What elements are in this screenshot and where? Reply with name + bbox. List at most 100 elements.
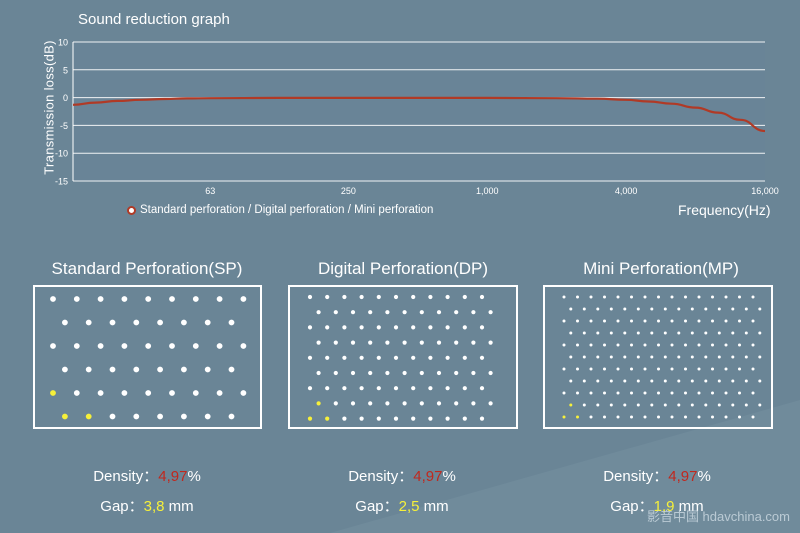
hole: [684, 415, 687, 419]
hole: [73, 343, 80, 349]
mp-gap-unit: mm: [674, 498, 704, 515]
hole: [569, 307, 573, 311]
hole: [758, 331, 762, 335]
hole: [711, 295, 714, 299]
hole: [603, 391, 606, 395]
hole: [385, 310, 390, 315]
hole: [562, 343, 566, 347]
hole: [596, 331, 600, 335]
hole: [670, 415, 674, 419]
hole: [488, 310, 493, 315]
hole: [690, 355, 694, 359]
sp-density-label: Density：: [93, 468, 159, 485]
dp-density: Density：4,97%: [277, 465, 527, 486]
hole: [623, 403, 627, 407]
hole: [419, 340, 424, 345]
hole: [121, 390, 128, 396]
sp-gap-value: 3,8: [143, 498, 165, 515]
hole: [589, 319, 593, 323]
hole: [690, 307, 694, 311]
hole: [307, 386, 313, 391]
hole: [576, 295, 579, 299]
hole: [307, 325, 313, 330]
plot-area: [73, 42, 765, 181]
hole: [738, 319, 741, 323]
hole: [376, 294, 381, 300]
hole: [576, 367, 579, 371]
hole: [428, 416, 433, 421]
highlighted-hole: [316, 401, 321, 406]
x-tick-label: 4,000: [615, 186, 638, 196]
hole: [50, 343, 56, 349]
hole: [582, 331, 586, 335]
y-tick-label: 10: [58, 38, 68, 48]
dp-density-unit: %: [442, 468, 456, 485]
hole: [436, 340, 442, 345]
hole: [393, 355, 399, 360]
hole: [216, 390, 223, 396]
hole: [677, 403, 681, 407]
hole: [376, 416, 381, 421]
hole: [228, 413, 235, 420]
hole: [488, 401, 493, 406]
hole: [697, 319, 701, 323]
hole: [663, 403, 667, 407]
hole: [471, 310, 476, 315]
hole: [582, 307, 586, 311]
hole: [411, 355, 416, 360]
dp-title: Digital Perforation(DP): [317, 259, 489, 278]
hole: [385, 401, 390, 406]
hole: [169, 296, 175, 302]
hole: [717, 307, 721, 311]
hole: [751, 319, 755, 323]
y-axis-label: Transmission loss(dB): [41, 40, 57, 175]
hole: [307, 294, 313, 300]
hole: [657, 343, 660, 347]
hole: [562, 367, 566, 371]
chart-legend: Standard perforation / Digital perforati…: [127, 204, 433, 216]
hole: [462, 416, 467, 421]
hole: [325, 386, 330, 391]
hole: [454, 310, 459, 315]
hole: [677, 331, 681, 335]
hole: [436, 370, 442, 376]
hole: [445, 386, 450, 391]
chart-title: Sound reduction graph: [78, 11, 230, 28]
hole: [121, 343, 128, 349]
hole: [657, 391, 660, 395]
hole: [471, 340, 476, 345]
x-axis-label: Frequency(Hz): [678, 202, 771, 218]
x-tick-label: 63: [205, 186, 215, 196]
hole: [589, 295, 593, 299]
hole: [157, 319, 163, 326]
hole: [133, 366, 140, 373]
hole: [350, 370, 356, 376]
hole: [731, 355, 735, 359]
hole: [609, 307, 613, 311]
hole: [109, 366, 116, 373]
hole: [325, 355, 330, 360]
hole: [471, 401, 476, 406]
hole: [690, 403, 694, 407]
hole: [479, 416, 485, 421]
hole: [603, 343, 606, 347]
hole: [569, 355, 573, 359]
hole: [697, 391, 701, 395]
sp-density-unit: %: [187, 468, 201, 485]
hole: [697, 343, 701, 347]
hole: [650, 307, 654, 311]
hole: [636, 403, 640, 407]
hole: [50, 296, 56, 302]
hole: [569, 331, 573, 335]
hole: [738, 415, 741, 419]
hole: [738, 391, 741, 395]
hole: [697, 295, 701, 299]
hole: [428, 386, 433, 391]
hole: [216, 343, 223, 349]
hole: [711, 343, 714, 347]
hole: [376, 325, 381, 330]
perforation-holes: [307, 294, 493, 421]
mp-gap-label: Gap：: [610, 498, 654, 515]
hole: [751, 415, 755, 419]
hole: [181, 366, 187, 373]
